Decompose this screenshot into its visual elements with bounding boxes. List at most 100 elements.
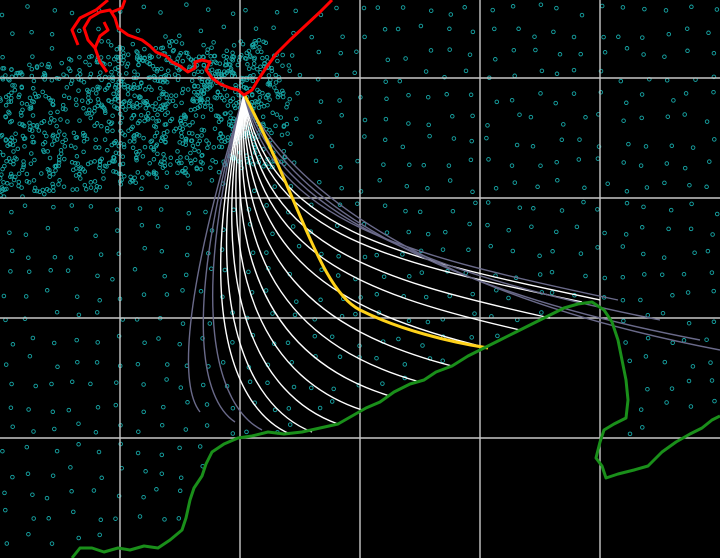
mesh-node [135, 361, 141, 367]
mesh-node [31, 516, 36, 521]
mesh-node [309, 34, 314, 40]
mesh-node [139, 222, 145, 228]
mesh-node [69, 10, 75, 16]
mesh-node [13, 131, 18, 136]
mesh-node [84, 111, 89, 116]
mesh-node [228, 68, 233, 73]
mesh-node [85, 100, 91, 105]
route-line [187, 93, 245, 413]
mesh-node [621, 318, 626, 324]
mesh-node [124, 71, 129, 76]
mesh-node [159, 471, 165, 476]
mesh-node [309, 385, 314, 391]
mesh-node [287, 96, 292, 102]
mesh-node [184, 252, 190, 258]
mesh-node [423, 294, 429, 300]
mesh-node [77, 72, 83, 77]
mesh-node [151, 169, 157, 175]
mesh-node [25, 471, 31, 477]
mesh-node [400, 252, 405, 257]
mesh-node [155, 223, 161, 229]
mesh-node [26, 269, 32, 274]
mesh-node [624, 200, 630, 206]
mesh-node [162, 517, 167, 522]
mesh-node [178, 155, 183, 160]
mesh-node [105, 128, 110, 134]
mesh-node [618, 78, 624, 84]
mesh-node [144, 99, 149, 104]
mesh-node [228, 110, 233, 115]
mesh-node [714, 7, 720, 12]
mesh-node [198, 166, 204, 172]
mesh-node [506, 227, 511, 233]
mesh-node [690, 364, 696, 369]
mesh-node [31, 99, 36, 105]
mesh-node [448, 12, 454, 17]
mesh-node [39, 62, 44, 67]
mesh-node [338, 50, 343, 56]
mesh-node [130, 41, 136, 47]
mesh-node [227, 122, 232, 127]
mesh-node [329, 143, 335, 149]
mesh-node [256, 37, 262, 43]
mesh-node [135, 450, 141, 456]
mesh-node [29, 29, 34, 35]
mesh-node [104, 125, 110, 131]
mesh-node [561, 122, 566, 127]
mesh-node [272, 407, 278, 413]
mesh-node [134, 49, 139, 54]
mesh-node [75, 161, 81, 166]
mesh-node [263, 40, 269, 46]
mesh-node [132, 93, 137, 98]
mesh-node [209, 178, 215, 183]
mesh-node [19, 185, 24, 190]
mesh-node [706, 30, 711, 36]
mesh-node [95, 97, 101, 102]
mesh-node [0, 193, 3, 198]
mesh-node [247, 379, 253, 385]
mesh-node [164, 170, 170, 175]
route-line [225, 93, 313, 433]
mesh-node [286, 406, 292, 411]
mesh-node [111, 155, 116, 160]
mesh-node [231, 116, 236, 121]
mesh-node [44, 186, 50, 192]
mesh-node [57, 178, 62, 183]
mesh-node [24, 171, 30, 177]
mesh-node [94, 91, 99, 96]
mesh-node [121, 144, 127, 150]
mesh-node [131, 112, 136, 118]
mesh-node [145, 102, 151, 108]
mesh-node [267, 82, 273, 88]
mesh-node [659, 272, 665, 277]
mesh-node [28, 106, 34, 111]
mesh-node [198, 159, 204, 165]
mesh-node [257, 89, 262, 95]
mesh-node [318, 99, 324, 104]
mesh-node [134, 132, 140, 137]
mesh-node [688, 404, 694, 409]
mesh-node [259, 49, 264, 55]
mesh-node [516, 26, 521, 32]
mesh-node [69, 489, 74, 494]
mesh-node [485, 222, 490, 228]
mesh-node [114, 207, 120, 212]
mesh-node [3, 114, 8, 119]
route-line [240, 93, 421, 383]
mesh-node [111, 169, 116, 174]
mesh-node [287, 422, 293, 427]
mesh-node [47, 170, 52, 175]
mesh-node [114, 89, 120, 94]
mesh-node [149, 87, 154, 93]
mesh-node [187, 64, 192, 70]
mesh-node [319, 267, 324, 273]
mesh-node [261, 39, 266, 45]
mesh-node [352, 70, 357, 76]
mesh-node [81, 133, 86, 138]
mesh-node [74, 102, 79, 108]
mesh-node [102, 137, 108, 142]
route-line [243, 93, 661, 321]
mesh-node [158, 10, 163, 15]
mesh-node [281, 90, 286, 96]
mesh-node [120, 154, 126, 159]
